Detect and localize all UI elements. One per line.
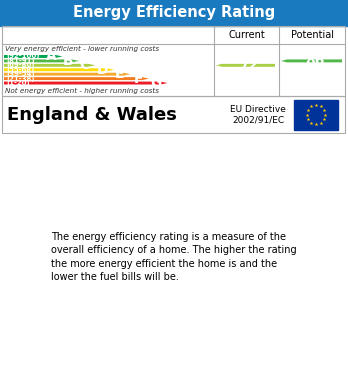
- Text: (39-54): (39-54): [6, 71, 34, 77]
- Text: A: A: [46, 50, 56, 63]
- Text: EU Directive
2002/91/EC: EU Directive 2002/91/EC: [230, 105, 286, 124]
- Bar: [0, 0, 348, 26]
- Polygon shape: [216, 64, 275, 67]
- Text: Potential: Potential: [291, 30, 333, 40]
- Text: England & Wales: England & Wales: [7, 106, 177, 124]
- Bar: [2, 26, 345, 96]
- Text: C: C: [79, 58, 89, 72]
- Text: Current: Current: [228, 30, 265, 40]
- Text: (92-100): (92-100): [6, 54, 39, 59]
- Polygon shape: [281, 59, 342, 62]
- Polygon shape: [4, 77, 149, 80]
- Polygon shape: [4, 64, 95, 67]
- Polygon shape: [4, 55, 63, 58]
- Polygon shape: [4, 73, 130, 75]
- Polygon shape: [4, 82, 167, 84]
- Text: (21-38): (21-38): [6, 75, 34, 82]
- Text: (55-68): (55-68): [6, 67, 34, 73]
- Text: B: B: [62, 54, 73, 68]
- Bar: [294, 99, 338, 129]
- Text: The energy efficiency rating is a measure of the
overall efficiency of a home. T: The energy efficiency rating is a measur…: [51, 232, 297, 282]
- Text: E: E: [115, 67, 125, 81]
- Text: 72: 72: [239, 58, 258, 72]
- Text: D: D: [96, 63, 108, 77]
- Text: Energy Efficiency Rating: Energy Efficiency Rating: [73, 5, 275, 20]
- Text: 86: 86: [305, 54, 324, 68]
- Polygon shape: [4, 59, 79, 62]
- Bar: [2, 96, 345, 133]
- Text: (1-20): (1-20): [6, 80, 30, 86]
- Text: G: G: [150, 76, 161, 90]
- Text: F: F: [134, 72, 143, 86]
- Text: (69-80): (69-80): [6, 62, 34, 68]
- Text: (81-91): (81-91): [6, 58, 34, 64]
- Polygon shape: [4, 68, 114, 71]
- Text: Very energy efficient - lower running costs: Very energy efficient - lower running co…: [5, 46, 159, 52]
- Text: Not energy efficient - higher running costs: Not energy efficient - higher running co…: [5, 88, 159, 94]
